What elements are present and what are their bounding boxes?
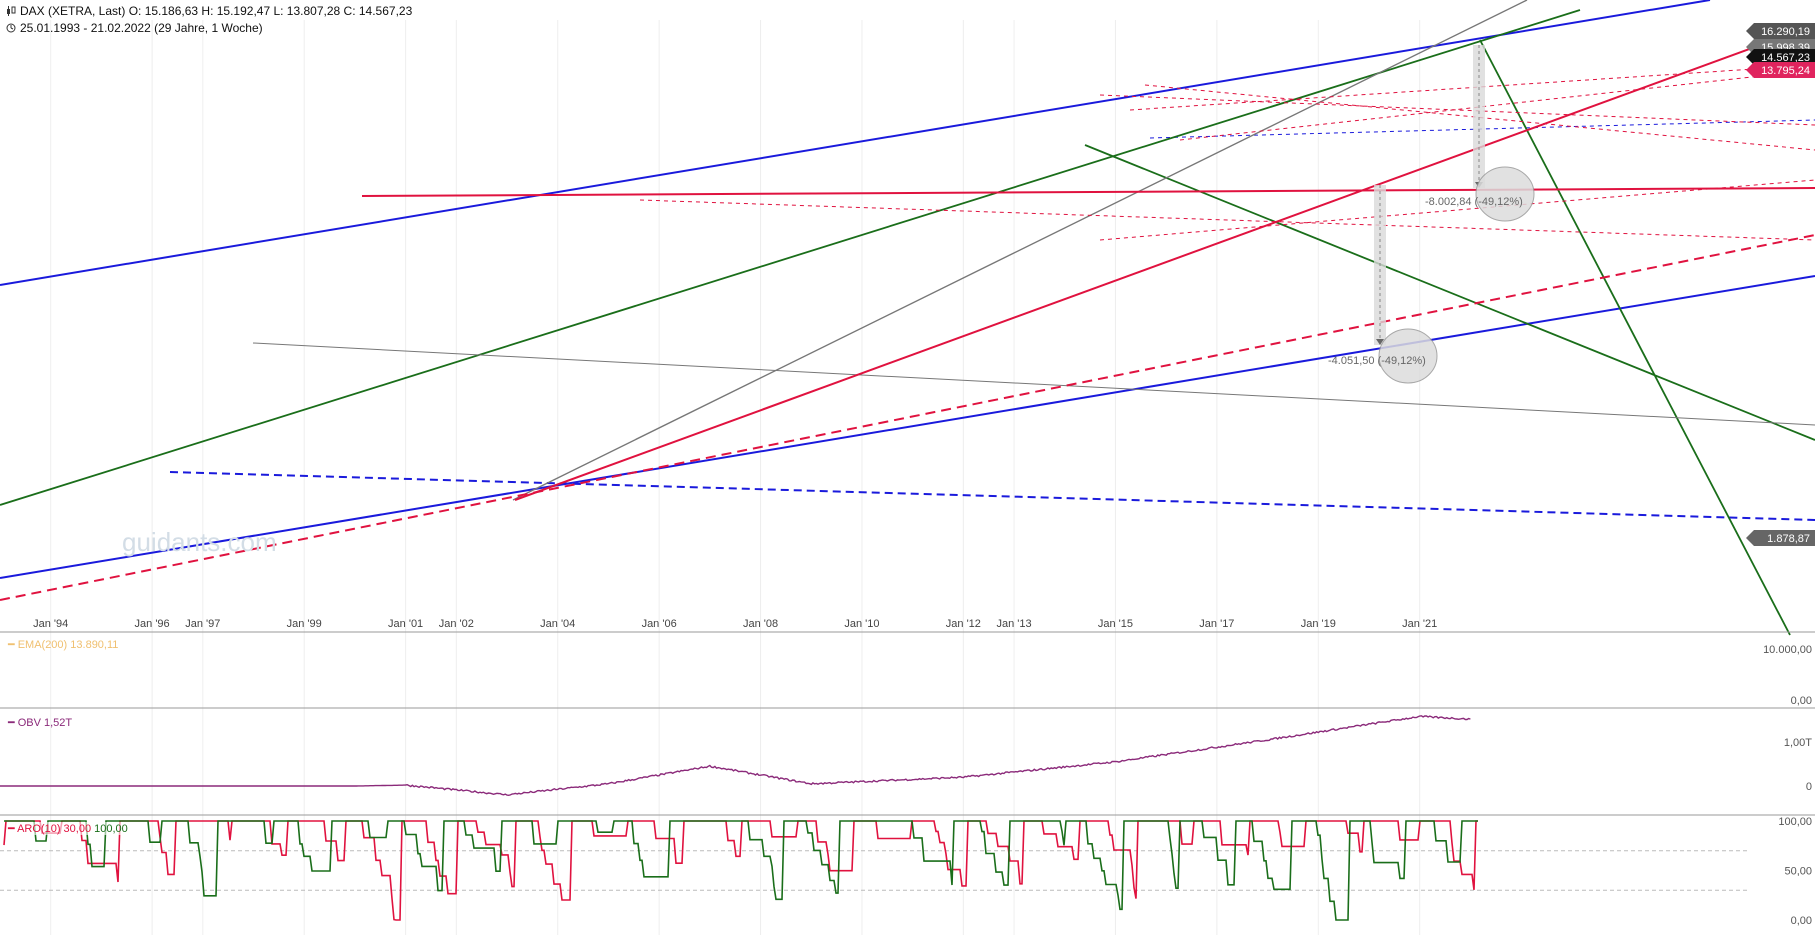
drawdown-annotation: -8.002,84 (-49,12%): [1425, 196, 1523, 208]
x-tick-label: Jan '12: [946, 618, 981, 630]
candlestick-icon: [6, 5, 16, 15]
chart-title: DAX (XETRA, Last) O: 15.186,63 H: 15.192…: [6, 4, 412, 18]
price-badge-text: 16.290,19: [1761, 26, 1810, 38]
red-trend-up: [515, 25, 1815, 500]
x-tick-label: Jan '01: [388, 618, 423, 630]
aro-value-2: 100,00: [94, 823, 128, 835]
blue-dashed-support: [170, 472, 1815, 520]
price-badges: 16.290,1915.998,3914.567,2313.795,241.87…: [1746, 23, 1815, 546]
chart-range: 25.01.1993 - 21.02.2022 (29 Jahre, 1 Woc…: [20, 21, 263, 35]
red-dashed-thin: [1130, 65, 1815, 110]
green-trend-long: [0, 10, 1580, 505]
aro-value-1: 30,00: [64, 823, 92, 835]
aro-legend[interactable]: ━ ARO(10) 30,00 100,00: [8, 822, 128, 835]
x-tick-label: Jan '04: [540, 618, 575, 630]
x-tick-label: Jan '06: [642, 618, 677, 630]
red-dashed-thin: [640, 200, 1815, 240]
obv-line: [0, 716, 1470, 796]
drawdown-bubble: [1476, 167, 1534, 221]
axes: Jan '94 Jan '96 Jan '97 Jan '99 Jan '01 Jan '…: [0, 0, 1815, 815]
ema-label: EMA(200): [18, 639, 68, 651]
x-tick-label: Jan '99: [287, 618, 322, 630]
drawdown-annotation: -4.051,50 (-49,12%): [1328, 355, 1426, 367]
sub-panels: 10.000,00 0,00 1,00T 0 100,00 50,00 0,00: [0, 644, 1812, 927]
x-tick-label: Jan '10: [844, 618, 879, 630]
aro-tick-label: 0,00: [1791, 915, 1812, 927]
grid-lines: [0, 0, 1750, 935]
chart-ohlc: DAX (XETRA, Last) O: 15.186,63 H: 15.192…: [20, 4, 412, 18]
obv-value: 1,52T: [44, 717, 72, 729]
x-tick-label: Jan '97: [185, 618, 220, 630]
drawdown-markers: -8.002,84 (-49,12%) -4.051,50 (-49,12%): [1328, 45, 1534, 383]
x-tick-label: Jan '21: [1402, 618, 1437, 630]
gray-flat-trend: [253, 343, 1815, 425]
obv-legend[interactable]: ━ OBV 1,52T: [8, 716, 72, 729]
green-trend-steep: [1480, 40, 1790, 635]
x-tick-label: Jan '15: [1098, 618, 1133, 630]
price-badge: 16.290,19: [1746, 23, 1815, 39]
price-badge: 13.795,24: [1746, 62, 1815, 78]
x-tick-label: Jan '08: [743, 618, 778, 630]
ema-value: 13.890,11: [70, 639, 118, 651]
price-badge-text: 13.795,24: [1761, 65, 1810, 77]
ema-legend[interactable]: ━ EMA(200) 13.890,11: [8, 638, 118, 651]
ema-tick-label: 10.000,00: [1763, 644, 1812, 656]
chart-period: 25.01.1993 - 21.02.2022 (29 Jahre, 1 Woc…: [6, 21, 263, 35]
x-tick-label: Jan '94: [33, 618, 68, 630]
red-dashed-thin: [1100, 95, 1815, 125]
obv-label: OBV: [18, 717, 41, 729]
aro-tick-label: 100,00: [1778, 816, 1812, 828]
x-tick-label: Jan '13: [996, 618, 1031, 630]
aro-label: ARO(10): [17, 823, 60, 835]
price-badge: 1.878,87: [1746, 530, 1815, 546]
x-tick-label: Jan '96: [135, 618, 170, 630]
x-tick-label: Jan '17: [1199, 618, 1234, 630]
price-badge-text: 1.878,87: [1767, 533, 1810, 545]
ema-tick-label: 0,00: [1791, 695, 1812, 707]
obv-tick-label: 0: [1806, 781, 1812, 793]
aro-tick-label: 50,00: [1784, 866, 1812, 878]
watermark: guidants.com: [122, 527, 277, 557]
x-tick-label: Jan '19: [1301, 618, 1336, 630]
clock-icon: [6, 22, 16, 32]
aro-up-line: [4, 821, 1478, 920]
obv-tick-label: 1,00T: [1784, 737, 1812, 749]
x-tick-label: Jan '02: [439, 618, 474, 630]
blue-channel-upper: [0, 0, 1710, 285]
